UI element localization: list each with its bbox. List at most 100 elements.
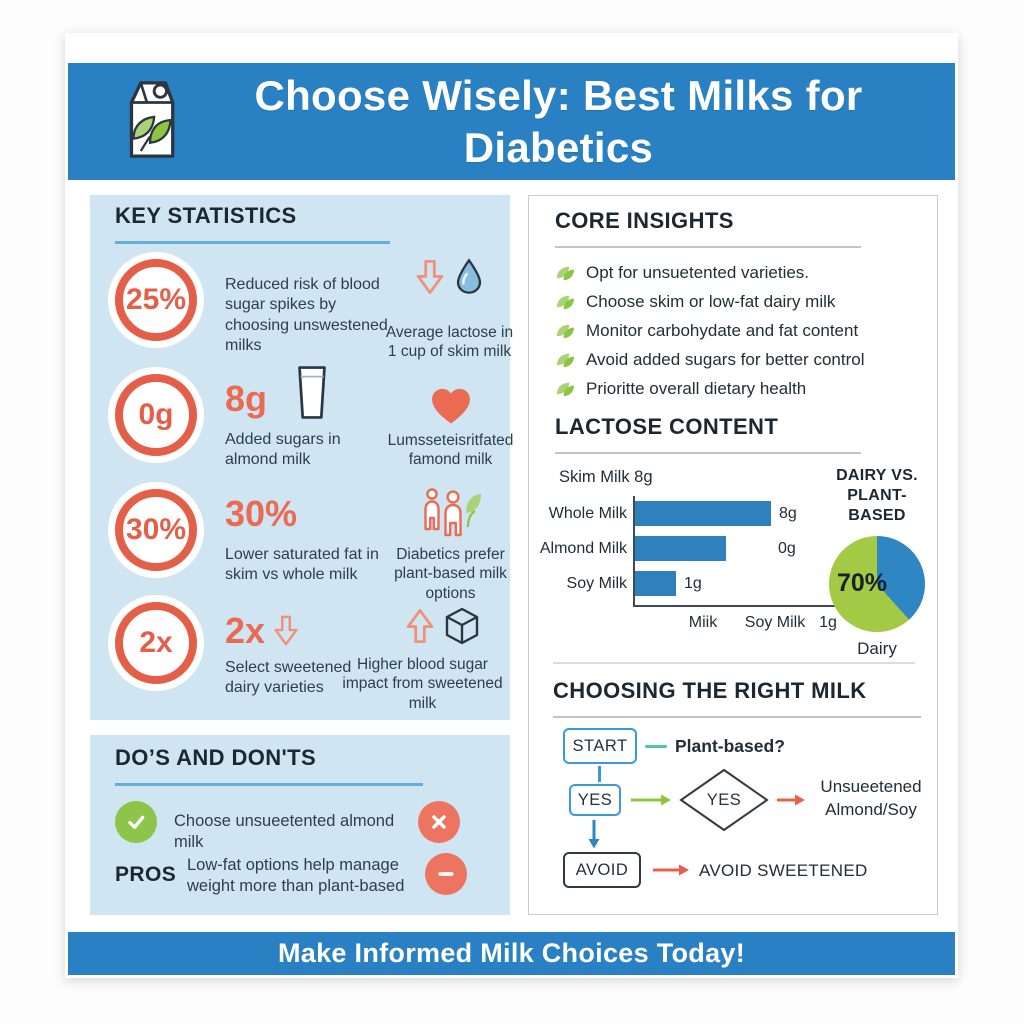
key-statistics-section: KEY STATISTICS 25% Reduced risk of blood… [90, 195, 513, 720]
stat-description: Lower saturated fat in skim vs whole mil… [225, 546, 379, 584]
flow-decision-diamond: YES [679, 768, 769, 832]
title-underline [555, 246, 861, 248]
stat-side-caption: Average lactose in 1 cup of skim milk [385, 324, 514, 361]
page-title: Choose Wisely: Best Milks for Diabetics [182, 70, 955, 172]
x-axis-label: Soy Milk [744, 614, 806, 631]
flowchart-title: CHOOSING THE RIGHT MILK [553, 678, 867, 703]
stat-description: Reduced risk of blood sugar spikes by ch… [225, 276, 388, 355]
people-leaf-icon [420, 487, 482, 542]
x-axis-label: 1g [819, 614, 837, 631]
infographic-page: Choose Wisely: Best Milks for Diabetics … [65, 33, 958, 978]
do-item-text: Choose unsueetented almond milk [174, 812, 395, 852]
dairy-pie-chart: DAIRY VS. PLANT-BASED 70% Dairy [821, 466, 933, 659]
stat-circle-25: 25% [115, 259, 197, 341]
bar-value: 8g [779, 504, 797, 522]
bar-row: 0g [635, 531, 885, 566]
milk-glass-icon [295, 365, 329, 425]
dos-donts-title: DO’S AND DON'TS [115, 745, 317, 770]
flow-connector-dash [645, 745, 667, 748]
flow-diamond-label: YES [706, 790, 742, 809]
x-axis-labels: Miik Soy Milk 1g [633, 614, 885, 634]
bar-value: 0g [778, 539, 796, 557]
insight-item: Choose skim or low-fat dairy milk [555, 287, 864, 316]
bar-plot-area: 8g 0g 1g [633, 496, 885, 607]
pros-label: PROS [115, 863, 177, 886]
minus-circle-icon [425, 853, 467, 895]
stat-big-value: 30% [225, 493, 298, 534]
bar-row: 1g [635, 566, 885, 601]
pie-title-line1: DAIRY VS. [836, 467, 918, 484]
chart-annotation: Skim Milk 8g [559, 468, 653, 486]
title-underline [115, 783, 423, 786]
blue-down-arrow-icon [587, 820, 601, 855]
up-arrow-icon [406, 607, 434, 649]
stat-big-value: 8g [225, 378, 268, 419]
bar-value: 1g [684, 574, 702, 592]
header-banner: Choose Wisely: Best Milks for Diabetics [68, 63, 955, 180]
page-title-line1: Choose Wisely: Best Milks for [254, 72, 863, 120]
pros-item-text: Low-fat options help manage weight more … [187, 856, 405, 896]
insight-text: Prioritte overall dietary health [586, 378, 807, 398]
bar-label-soy-milk: Soy Milk [566, 574, 627, 592]
flow-outcome-yes: Unsueetened Almond/Soy [820, 777, 922, 819]
pie-title-line2: PLANT-BASED [847, 487, 907, 524]
x-axis-label: Miik [688, 614, 718, 631]
insight-item: Prioritte overall dietary health [555, 374, 864, 403]
footer-text: Make Informed Milk Choices Today! [278, 938, 745, 968]
pie-title: DAIRY VS. PLANT-BASED [821, 466, 933, 526]
coral-arrow-icon [775, 793, 807, 812]
bar-label-whole-milk: Whole Milk [548, 504, 627, 522]
title-underline [555, 452, 861, 454]
down-arrow-icon [416, 259, 444, 301]
stat-big-value: 2x [225, 610, 299, 652]
key-statistics-title: KEY STATISTICS [115, 203, 297, 228]
bar-almond-milk [635, 536, 726, 561]
pie-center-label: 70% [837, 569, 888, 597]
heart-icon [428, 385, 474, 432]
lactose-content-title: LACTOSE CONTENT [555, 414, 779, 439]
core-insights-list: Opt for unsuetented varieties. Choose sk… [555, 258, 864, 403]
bar-whole-milk [635, 501, 771, 526]
pie-caption: Dairy [857, 639, 897, 658]
stat-description: Added sugars in almond milk [225, 431, 341, 469]
dairy-pie: 70% [829, 536, 925, 632]
stat-circle-30: 30% [115, 489, 197, 571]
title-underline [115, 241, 390, 244]
leaf-bullet-icon [556, 266, 575, 281]
bar-soy-milk [635, 571, 676, 596]
stat-big-value-text: 2x [225, 610, 266, 651]
leaf-bullet-icon [556, 295, 575, 310]
insight-item: Avoid added sugars for better control [555, 345, 864, 374]
x-circle-icon [418, 801, 460, 843]
stat-side-caption: Higher blood sugar impact from sweetened… [342, 656, 503, 712]
insight-text: Avoid added sugars for better control [586, 349, 865, 369]
footer-banner: Make Informed Milk Choices Today! [68, 932, 955, 975]
stat-side-caption: Lumsseteisritfated famond milk [387, 432, 514, 469]
flow-start-box: START [563, 728, 637, 764]
flow-connector-line [598, 766, 601, 782]
lactose-bar-chart: Whole Milk Almond Milk Soy Milk 8g 0g 1g [539, 496, 885, 607]
insight-text: Monitor carbohydate and fat content [586, 320, 859, 340]
stat-side-caption: Diabetics prefer plant-based milk option… [394, 546, 507, 602]
right-panel: CORE INSIGHTS Opt for unsuetented variet… [528, 195, 938, 915]
insight-item: Monitor carbohydate and fat content [555, 316, 864, 345]
flow-question: Plant-based? [675, 736, 785, 756]
down-arrow-icon [274, 615, 298, 646]
core-insights-title: CORE INSIGHTS [555, 208, 734, 233]
bar-row: 8g [635, 496, 885, 531]
insight-text: Choose skim or low-fat dairy milk [586, 291, 836, 311]
flow-outcome-avoid: AVOID SWEETENED [699, 861, 868, 880]
check-circle-icon [115, 801, 157, 843]
leaf-bullet-icon [556, 353, 575, 368]
bar-label-almond-milk: Almond Milk [539, 539, 627, 557]
page-title-line2: Diabetics [463, 123, 654, 171]
stat-circle-2x: 2x [115, 602, 197, 684]
bar-labels: Whole Milk Almond Milk Soy Milk [539, 496, 633, 607]
milk-carton-icon [116, 74, 182, 169]
cube-icon [444, 606, 480, 651]
leaf-bullet-icon [556, 324, 575, 339]
stat-circle-0g: 0g [115, 374, 197, 456]
insight-item: Opt for unsuetented varieties. [555, 258, 864, 287]
green-arrow-icon [629, 793, 673, 812]
